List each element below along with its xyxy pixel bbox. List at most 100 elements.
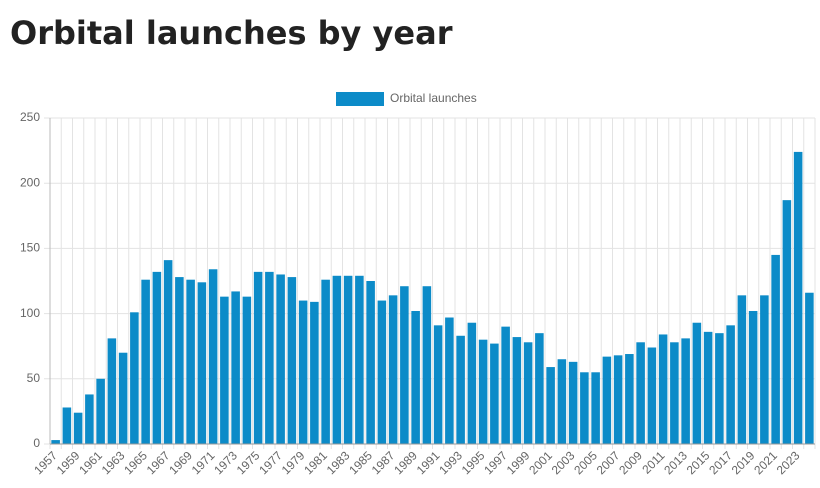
x-tick-label: 1979 xyxy=(279,448,308,477)
x-tick-label: 2015 xyxy=(684,448,713,477)
bar xyxy=(737,295,747,444)
x-tick-label: 1963 xyxy=(99,448,128,477)
bar xyxy=(265,271,274,444)
bar xyxy=(433,325,443,444)
y-tick-label: 200 xyxy=(20,175,40,189)
x-tick-label: 2013 xyxy=(661,448,690,477)
x-tick-label: 1987 xyxy=(369,448,398,477)
bar xyxy=(310,301,319,444)
bar xyxy=(568,361,578,444)
bar xyxy=(805,292,814,444)
bar xyxy=(580,372,589,444)
bar xyxy=(625,354,634,444)
x-tick-label: 1957 xyxy=(31,448,60,477)
bar xyxy=(287,277,297,444)
bar xyxy=(591,372,600,444)
bar xyxy=(220,296,229,444)
bar xyxy=(658,334,668,444)
bar xyxy=(332,275,342,444)
legend-label: Orbital launches xyxy=(390,91,477,105)
bar xyxy=(141,279,150,444)
bar xyxy=(411,310,420,444)
bar xyxy=(343,275,353,444)
x-tick-label: 1977 xyxy=(256,448,285,477)
y-tick-label: 0 xyxy=(33,436,40,450)
bar xyxy=(467,322,477,444)
bar xyxy=(793,151,803,445)
bar xyxy=(647,347,657,444)
bar xyxy=(276,274,285,444)
x-tick-label: 2007 xyxy=(594,448,623,477)
bar xyxy=(242,296,252,444)
x-tick-label: 1993 xyxy=(436,448,465,477)
y-tick-label: 100 xyxy=(20,306,40,320)
bar xyxy=(253,271,263,444)
bar xyxy=(490,343,499,444)
bar xyxy=(355,275,364,444)
x-tick-label: 1971 xyxy=(189,448,218,477)
bar xyxy=(163,260,173,444)
legend-swatch xyxy=(336,92,384,106)
bar xyxy=(118,352,128,444)
bar xyxy=(175,277,184,444)
bar xyxy=(231,291,240,444)
bar xyxy=(456,335,465,444)
x-tick-label: 2017 xyxy=(706,448,735,477)
bar xyxy=(366,281,375,444)
bar xyxy=(760,295,769,444)
bar xyxy=(512,337,522,444)
bar xyxy=(73,412,83,444)
bar xyxy=(535,333,544,444)
bar xyxy=(85,394,94,444)
x-tick-label: 2021 xyxy=(751,448,780,477)
bar xyxy=(197,282,207,444)
bar xyxy=(62,407,72,444)
bar xyxy=(501,326,510,444)
bar xyxy=(130,312,139,444)
bar xyxy=(321,279,330,444)
x-tick-label: 2009 xyxy=(616,448,645,477)
x-tick-label: 2003 xyxy=(549,448,578,477)
bar xyxy=(703,331,713,444)
bar xyxy=(208,269,218,444)
bar xyxy=(771,254,780,444)
bar xyxy=(422,286,432,444)
bar xyxy=(613,355,623,444)
bar xyxy=(523,342,533,444)
bar xyxy=(96,378,105,444)
bar xyxy=(715,333,724,444)
x-tick-label: 2019 xyxy=(729,448,758,477)
bar xyxy=(400,286,409,444)
x-tick-label: 2001 xyxy=(526,448,555,477)
y-tick-label: 250 xyxy=(20,110,40,124)
bar xyxy=(445,317,454,444)
bar xyxy=(782,200,792,444)
bar xyxy=(726,325,735,444)
bar xyxy=(636,342,645,444)
bar xyxy=(51,440,60,444)
bar xyxy=(388,295,398,444)
bar xyxy=(152,271,162,444)
x-tick-label: 1959 xyxy=(54,448,83,477)
bar xyxy=(377,300,387,444)
x-tick-label: 2011 xyxy=(639,448,667,476)
bar xyxy=(298,300,308,444)
bar xyxy=(670,342,679,444)
x-tick-label: 1969 xyxy=(166,448,195,477)
bar xyxy=(692,322,702,444)
x-tick-label: 1981 xyxy=(301,448,330,477)
x-tick-label: 1997 xyxy=(481,448,510,477)
x-tick-label: 2005 xyxy=(571,448,600,477)
page-title: Orbital launches by year xyxy=(10,14,453,52)
bar xyxy=(602,356,612,444)
x-tick-label: 1995 xyxy=(459,448,488,477)
x-tick-label: 1985 xyxy=(346,448,375,477)
y-tick-label: 50 xyxy=(27,371,41,385)
bar xyxy=(107,338,117,444)
x-tick-label: 1999 xyxy=(504,448,533,477)
bar xyxy=(546,367,555,444)
bar xyxy=(478,339,488,444)
y-tick-label: 150 xyxy=(20,241,40,255)
